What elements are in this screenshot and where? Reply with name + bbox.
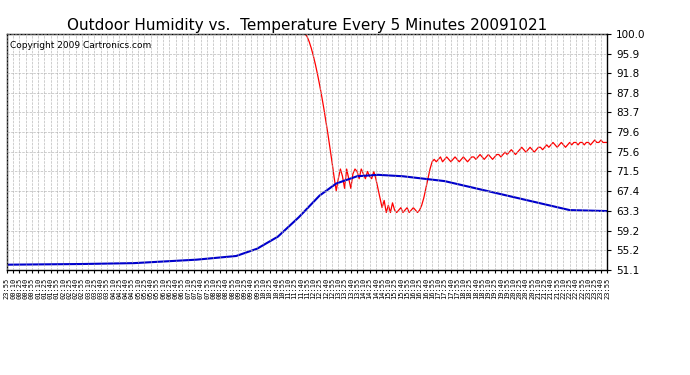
Title: Outdoor Humidity vs.  Temperature Every 5 Minutes 20091021: Outdoor Humidity vs. Temperature Every 5… (67, 18, 547, 33)
Text: Copyright 2009 Cartronics.com: Copyright 2009 Cartronics.com (10, 41, 151, 50)
